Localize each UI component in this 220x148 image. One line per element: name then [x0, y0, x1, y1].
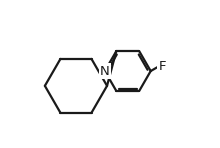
Text: N: N	[100, 65, 110, 78]
Text: F: F	[159, 60, 166, 73]
